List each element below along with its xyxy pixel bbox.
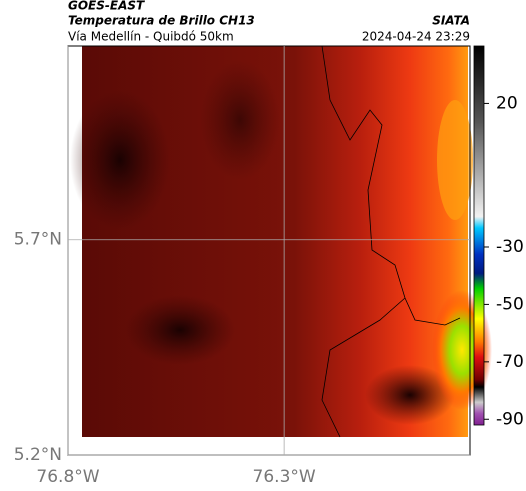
colorbar-label: -30 <box>496 237 524 257</box>
datetime: 2024-04-24 23:29 <box>362 30 470 44</box>
axes: 76.8°W 76.3°W 5.7°N 5.2°N 20 -30 -50 -70 -90 <box>14 46 524 487</box>
colorbar-label: -90 <box>496 409 524 429</box>
colorbar-label: 20 <box>496 93 518 113</box>
lat-label: 5.7°N <box>14 230 62 250</box>
title: Temperatura de Brillo CH13 <box>68 14 255 28</box>
lat-label: 5.2°N <box>14 445 62 465</box>
lon-label: 76.8°W <box>36 467 99 487</box>
agency: SIATA <box>432 14 470 28</box>
lon-label: 76.3°W <box>253 467 316 487</box>
satellite-image <box>70 45 492 438</box>
source: GOES-EAST <box>68 0 145 13</box>
colorbar-label: -70 <box>496 352 524 372</box>
colorbar <box>473 45 485 426</box>
subtitle: Vía Medellín - Quibdó 50km <box>68 30 234 44</box>
header: GOES-EAST Temperatura de Brillo CH13 Vía… <box>68 0 470 44</box>
colorbar-label: -50 <box>496 294 524 314</box>
